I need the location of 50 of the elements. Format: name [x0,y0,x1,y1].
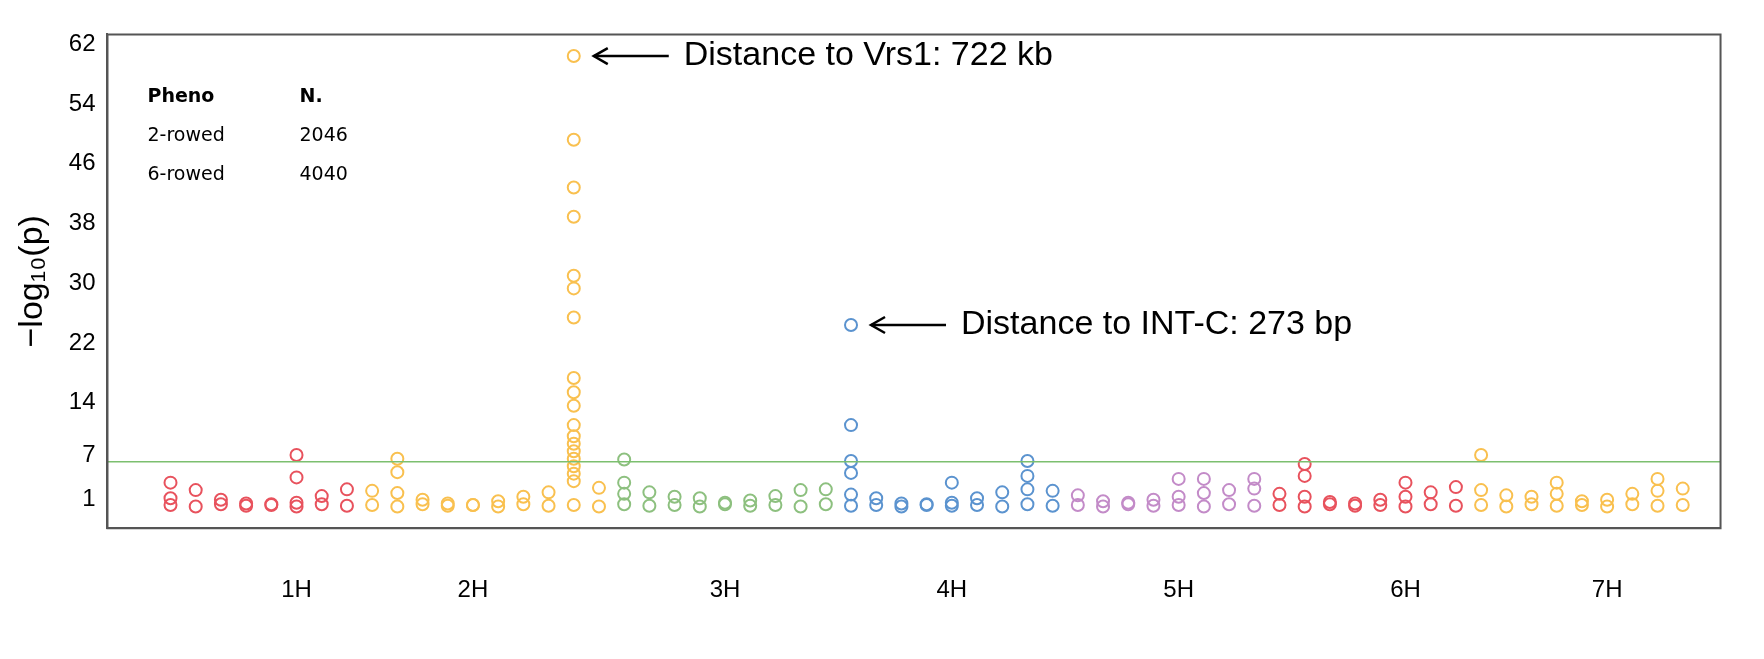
annotation: Pheno [147,84,215,107]
point [1474,447,1489,462]
annotation: 2-rowed [147,123,225,146]
x-tick-label: 2H [457,575,489,603]
point [566,466,581,481]
x-tick-label: 4H [936,575,968,603]
point [617,452,632,467]
point [1196,471,1211,486]
annotation: Distance to Vrs1: 722 kb [683,34,1053,73]
y-tick-label: 30 [68,267,96,295]
point [566,418,581,433]
y-tick-label: 22 [68,327,96,355]
point [566,459,581,474]
point [289,470,304,485]
point [566,281,581,296]
point [566,398,581,413]
point [566,436,581,451]
point [617,475,632,490]
annotation: Distance to INT-C: 273 bp [961,303,1353,342]
y-tick-label: 62 [68,28,96,56]
x-tick-label: 6H [1390,575,1421,603]
point [566,444,581,459]
y-axis-title: −log₁₀(p) [10,215,49,348]
point [566,429,581,444]
annotation: 6-rowed [147,162,225,185]
point [566,310,581,325]
y-tick-label: 14 [68,387,96,415]
point [1549,475,1564,490]
annotation: 4040 [299,162,348,185]
y-tick-label: 1 [82,484,96,512]
y-tick-label: 46 [68,148,96,176]
x-tick-label: 3H [709,575,741,603]
point [1650,471,1665,486]
point [1247,471,1262,486]
point [390,451,405,466]
point [566,451,581,466]
point [566,385,581,400]
point [566,268,581,283]
x-tick-label: 7H [1591,575,1623,603]
point [566,49,581,64]
point [1171,471,1186,486]
y-tick-label: 38 [68,208,96,236]
x-tick-label: 5H [1163,575,1194,603]
annotation: N. [299,84,323,107]
annotation: 2046 [299,123,348,146]
x-tick-label: 1H [281,575,312,603]
point [566,371,581,386]
point [1297,468,1312,483]
y-tick-label: 54 [68,88,96,116]
y-tick-label: 7 [82,439,96,467]
